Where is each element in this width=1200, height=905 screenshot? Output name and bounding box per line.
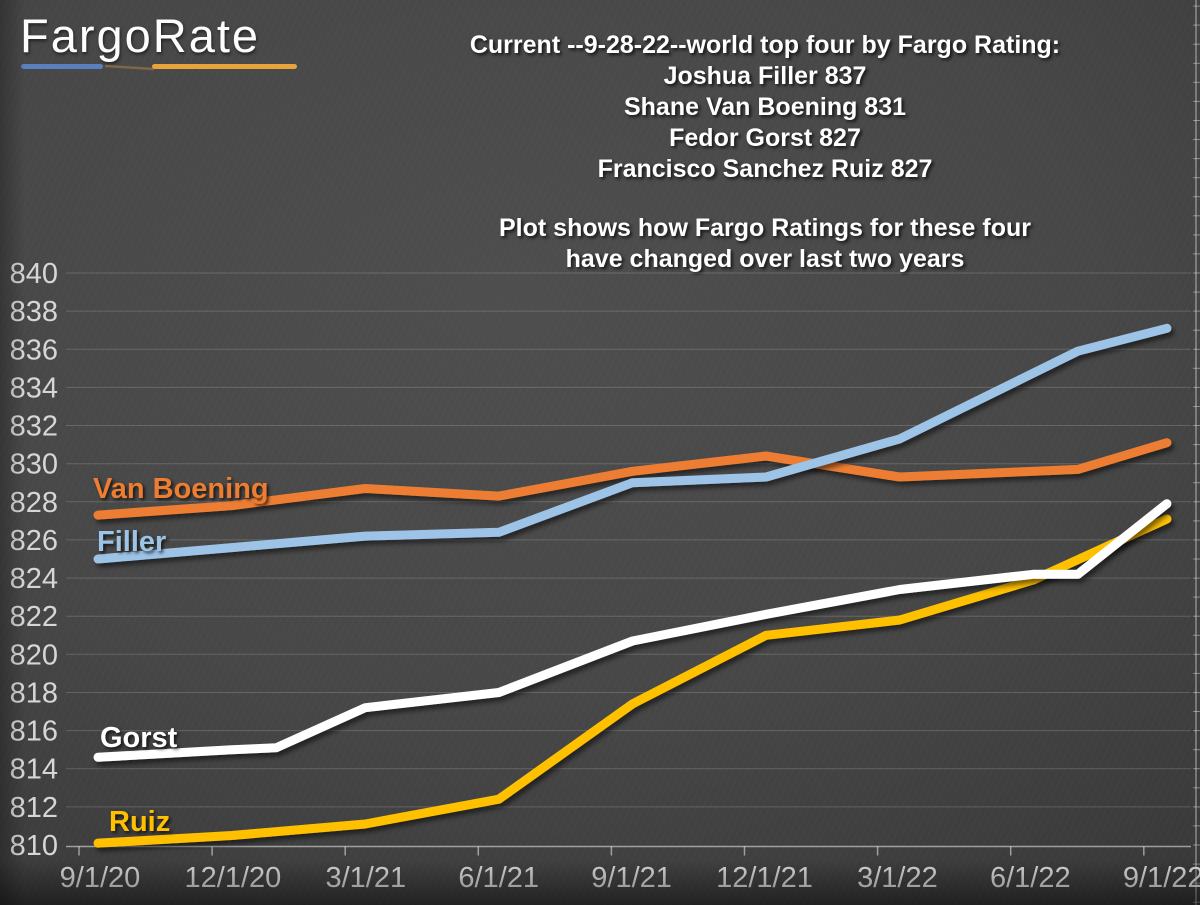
ranking-line-4: Francisco Sanchez Ruiz 827 bbox=[597, 155, 933, 183]
svg-text:12/1/21: 12/1/21 bbox=[716, 862, 813, 894]
fargorate-logo: FargoRate bbox=[20, 9, 261, 62]
ranking-line-1: Joshua Filler 837 bbox=[663, 62, 867, 90]
ranking-line-3: Fedor Gorst 827 bbox=[669, 124, 861, 152]
series-line-van-boening bbox=[93, 438, 1172, 520]
svg-text:3/1/22: 3/1/22 bbox=[857, 862, 938, 894]
series-line-ruiz bbox=[93, 514, 1172, 848]
svg-text:828: 828 bbox=[10, 487, 58, 519]
x-tick-labels: 9/1/20 12/1/20 3/1/21 6/1/21 9/1/21 12/1/21 3/… bbox=[60, 862, 1200, 894]
svg-text:832: 832 bbox=[10, 411, 58, 443]
x-axis bbox=[66, 845, 1191, 856]
svg-text:6/1/22: 6/1/22 bbox=[990, 862, 1071, 894]
logo-underline-swoosh bbox=[21, 64, 297, 71]
svg-text:830: 830 bbox=[10, 449, 58, 481]
svg-text:820: 820 bbox=[10, 639, 58, 671]
y-tick-labels: 810 812 814 816 818 820 822 824 826 828 830 832 834 8… bbox=[10, 258, 58, 862]
svg-text:816: 816 bbox=[10, 716, 58, 748]
svg-text:836: 836 bbox=[10, 334, 58, 366]
series-line-gorst bbox=[93, 499, 1172, 762]
series-label-gorst: Gorst bbox=[100, 722, 178, 754]
series-label-filler: Filler bbox=[97, 526, 167, 558]
svg-text:810: 810 bbox=[10, 830, 58, 862]
svg-text:826: 826 bbox=[10, 525, 58, 557]
svg-text:818: 818 bbox=[10, 678, 58, 710]
series-line-filler bbox=[93, 323, 1172, 564]
svg-text:838: 838 bbox=[10, 296, 58, 328]
svg-text:814: 814 bbox=[10, 754, 58, 786]
svg-text:12/1/20: 12/1/20 bbox=[185, 862, 282, 894]
series-label-ruiz: Ruiz bbox=[109, 806, 171, 838]
chart-title: Current --9-28-22--world top four by Far… bbox=[469, 31, 1061, 59]
logo-underline-blue bbox=[21, 64, 103, 69]
gridlines bbox=[66, 272, 1191, 808]
svg-text:822: 822 bbox=[10, 601, 58, 633]
series-label-van-boening: Van Boening bbox=[93, 473, 269, 505]
ranking-line-2: Shane Van Boening 831 bbox=[623, 93, 907, 121]
svg-text:9/1/22: 9/1/22 bbox=[1123, 862, 1200, 894]
svg-text:3/1/21: 3/1/21 bbox=[325, 862, 406, 894]
svg-text:812: 812 bbox=[10, 792, 58, 824]
chart-subtitle-line-2: have changed over last two years bbox=[565, 245, 965, 273]
svg-text:6/1/21: 6/1/21 bbox=[458, 862, 539, 894]
svg-text:824: 824 bbox=[10, 563, 58, 595]
svg-text:834: 834 bbox=[10, 372, 58, 404]
right-edge-ruler bbox=[1193, 0, 1200, 905]
svg-text:9/1/20: 9/1/20 bbox=[60, 862, 141, 894]
header-block: Current --9-28-22--world top four by Far… bbox=[300, 30, 1200, 275]
svg-text:840: 840 bbox=[10, 258, 58, 290]
chart-subtitle-line-1: Plot shows how Fargo Ratings for these f… bbox=[499, 214, 1031, 242]
logo-underline-orange bbox=[152, 64, 297, 69]
svg-text:9/1/21: 9/1/21 bbox=[591, 862, 672, 894]
